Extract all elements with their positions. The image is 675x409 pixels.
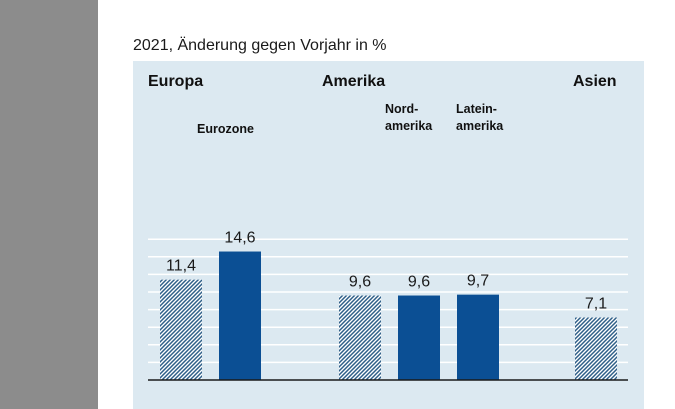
sublabel-nordamerika-line1: Nord- xyxy=(385,102,419,116)
chart-subtitle: 2021, Änderung gegen Vorjahr in % xyxy=(133,37,387,54)
bar-asien xyxy=(575,317,617,380)
chart-panel: 11,4 14,6 9,6 9,6 9,7 7,1 Europa Amerika Asie… xyxy=(133,61,644,409)
group-label-asien: Asien xyxy=(573,73,617,90)
sublabel-lateinamerika: Latein- amerika xyxy=(456,101,503,135)
bar-amerika xyxy=(339,295,381,380)
value-label-eurozone: 14,6 xyxy=(224,230,255,247)
sublabel-eurozone: Eurozone xyxy=(197,122,254,136)
sublabel-lateinamerika-line2: amerika xyxy=(456,119,504,133)
sublabel-nordamerika: Nord- amerika xyxy=(385,101,432,135)
bar-europa xyxy=(160,279,202,380)
sublabel-lateinamerika-line1: Latein- xyxy=(456,102,497,116)
sidebar-strip xyxy=(0,0,98,409)
bar-eurozone xyxy=(219,251,261,380)
bar-chart: 11,4 14,6 9,6 9,6 9,7 7,1 xyxy=(148,230,628,381)
group-label-amerika: Amerika xyxy=(322,73,386,90)
value-label-nordamerika: 9,6 xyxy=(408,274,430,291)
value-label-lateinamerika: 9,7 xyxy=(467,273,489,290)
value-label-asien: 7,1 xyxy=(585,296,607,313)
value-label-europa: 11,4 xyxy=(166,258,196,275)
bar-nordamerika xyxy=(398,295,440,380)
group-label-europa: Europa xyxy=(148,73,204,90)
bar-lateinamerika xyxy=(457,294,499,380)
sublabel-nordamerika-line2: amerika xyxy=(385,119,433,133)
value-label-amerika: 9,6 xyxy=(349,274,371,291)
